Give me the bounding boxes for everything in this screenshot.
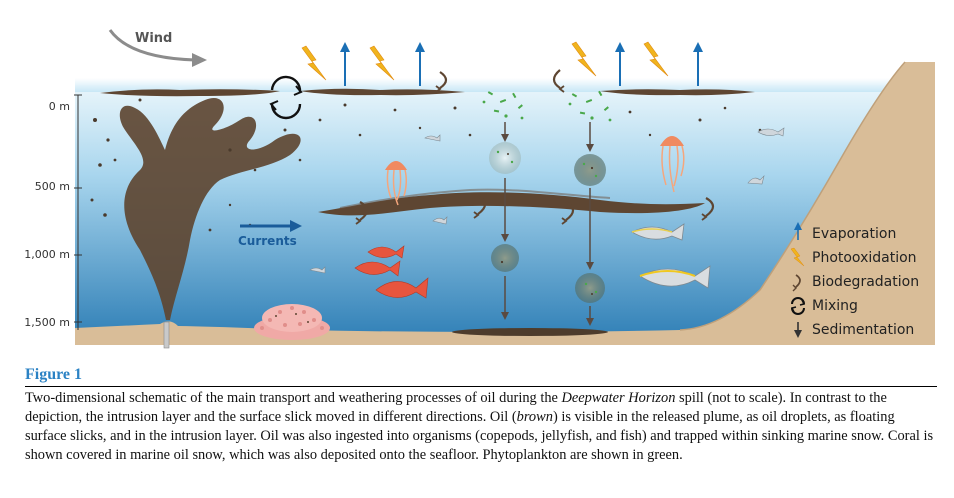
legend: Evaporation Photooxidation Biodegradatio… <box>790 222 919 338</box>
sedimentation-arrows <box>501 122 594 326</box>
currents-arrowhead <box>290 220 302 232</box>
depth-scale <box>74 94 82 330</box>
caption-em-2: brown <box>516 409 553 425</box>
legend-label-0: Evaporation <box>812 226 896 242</box>
figure-title-rule <box>25 386 937 387</box>
caption-part-3: ) is visible in the released plume, as o… <box>25 409 934 463</box>
depth-label-500: 500 m <box>35 180 70 193</box>
legend-curl-arrow-icon <box>792 274 801 292</box>
legend-down-arrow-icon <box>794 322 802 338</box>
photooxidation-lightning <box>301 41 669 81</box>
wind-arrowhead <box>192 53 207 67</box>
jellyfish-left <box>385 161 408 206</box>
coral <box>254 304 330 340</box>
depth-label-0: 0 m <box>49 100 70 113</box>
small-fish <box>309 127 785 274</box>
seafloor <box>75 62 935 345</box>
oil-droplets <box>90 98 762 232</box>
caption-part-1: Two-dimensional schematic of the main tr… <box>25 390 562 406</box>
oil-plume <box>119 98 301 320</box>
jack-fish-2 <box>631 223 685 241</box>
marine-snow-flocs <box>489 142 606 303</box>
wind-arrow <box>108 29 196 62</box>
currents-label: Currents <box>238 234 297 248</box>
surface-slicks <box>100 88 755 97</box>
red-fish-school <box>354 245 429 299</box>
caption-part-2: spill (not to scale). In contrast to the… <box>25 390 887 425</box>
figure-caption: Two-dimensional schematic of the main tr… <box>25 389 937 465</box>
wind-label: Wind <box>135 31 172 46</box>
intrusion-layer <box>318 192 705 216</box>
caption-em-1: Deepwater Horizon <box>561 390 676 406</box>
mixing-circular-arrows-icon <box>269 75 303 120</box>
legend-label-1: Photooxidation <box>812 250 917 266</box>
phytoplankton <box>482 90 612 122</box>
evaporation-arrows <box>340 42 703 86</box>
wellhead-pipe <box>163 321 170 349</box>
legend-label-3: Mixing <box>812 298 858 314</box>
shelf-edge <box>679 61 906 331</box>
legend-label-4: Sedimentation <box>812 322 914 338</box>
jack-fish <box>639 265 711 289</box>
intrusion-wisp <box>339 188 611 209</box>
depth-label-1500: 1,500 m <box>24 316 70 329</box>
legend-lightning-icon <box>790 247 805 267</box>
biodegradation-curls <box>355 69 715 225</box>
jellyfish-right <box>660 136 685 193</box>
legend-up-arrow-icon <box>794 222 802 240</box>
oil-weathering-diagram: 0 m 500 m 1,000 m 1,500 m <box>24 29 935 349</box>
legend-circular-arrows-icon <box>790 297 806 315</box>
figure-title: Figure 1 <box>25 366 83 383</box>
seafloor-oil-deposit <box>452 328 608 336</box>
legend-label-2: Biodegradation <box>812 274 919 290</box>
depth-label-1000: 1,000 m <box>24 248 70 261</box>
